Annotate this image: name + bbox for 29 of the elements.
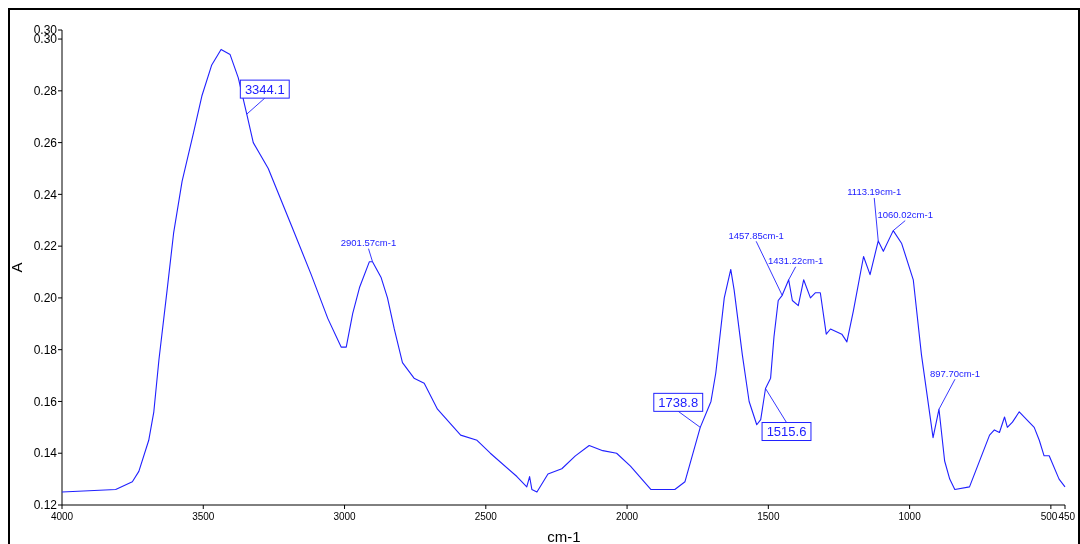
x-axis-title: cm-1 xyxy=(547,528,581,544)
y-tick-label: 0.20 xyxy=(33,291,58,306)
y-tick-label: 0.24 xyxy=(33,187,58,202)
annotation: 3344.1 xyxy=(244,81,285,97)
annotation: 1113.19cm-1 xyxy=(847,186,902,198)
y-axis-title: A xyxy=(8,262,25,273)
x-tick-label: 1000 xyxy=(898,511,922,522)
y-tick-label: 0.22 xyxy=(33,239,58,254)
x-tick-label: 500 xyxy=(1040,511,1058,522)
x-tick-label: 3000 xyxy=(333,511,357,522)
x-tick-label: 450 xyxy=(1058,511,1076,522)
y-tick-label: 0.14 xyxy=(33,446,58,461)
x-tick-label: 2500 xyxy=(474,511,498,522)
annotation: 1060.02cm-1 xyxy=(877,208,933,220)
annotation: 2901.57cm-1 xyxy=(340,237,397,248)
y-tick-label: 0.18 xyxy=(33,342,58,357)
x-tick-label: 2000 xyxy=(615,511,639,522)
y-tick-label: 0.26 xyxy=(33,135,58,150)
y-tick-label: 0.12 xyxy=(33,498,58,513)
x-tick-label: 4000 xyxy=(50,511,74,522)
annotation: 897.70cm-1 xyxy=(929,367,981,379)
annotation: 1515.6 xyxy=(766,424,807,440)
annotation: 1431.22cm-1 xyxy=(767,255,824,267)
y-tick-label: 0.28 xyxy=(33,84,58,99)
x-tick-label: 3500 xyxy=(192,511,215,522)
annotation: 1738.8 xyxy=(658,394,699,410)
y-tick-label: 0.16 xyxy=(33,394,58,409)
x-tick-label: 1500 xyxy=(757,511,780,522)
annotation: 1457.85cm-1 xyxy=(728,229,784,241)
